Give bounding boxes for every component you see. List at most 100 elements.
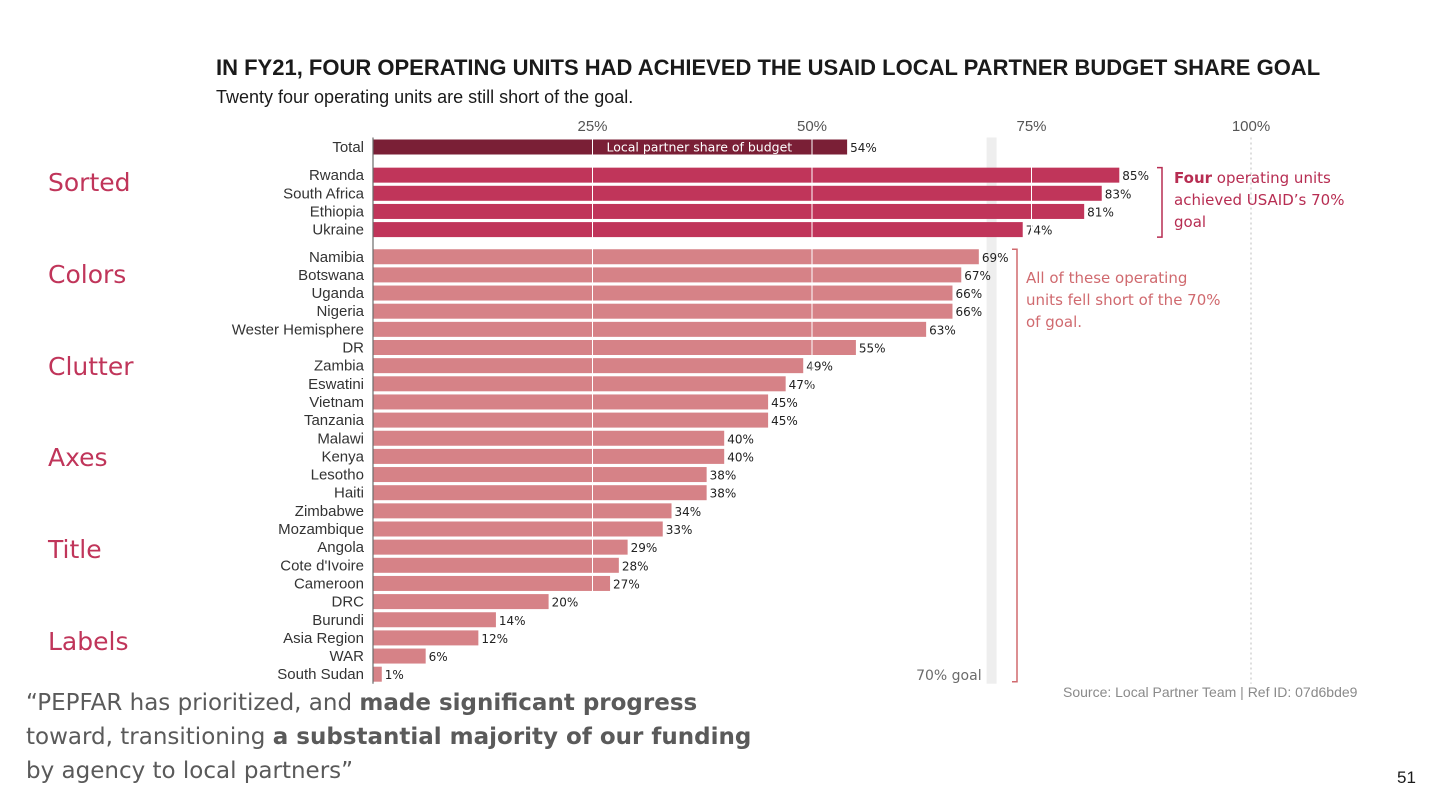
bar-short [373, 303, 953, 319]
category-label: WAR [330, 648, 365, 665]
category-label: Nigeria [316, 303, 364, 320]
chart-subtitle: Twenty four operating units are still sh… [216, 87, 634, 107]
value-label: 40% [727, 450, 754, 464]
chart-title: IN FY21, FOUR OPERATING UNITS HAD ACHIEV… [216, 55, 1321, 80]
category-label: Malawi [317, 430, 364, 447]
value-label: 49% [806, 360, 833, 374]
goal-band [986, 137, 997, 684]
category-label: Eswatini [308, 376, 364, 393]
value-label: 69% [982, 251, 1009, 265]
bar-short [373, 539, 628, 555]
value-label: 12% [481, 632, 508, 646]
bar-short [373, 521, 663, 537]
category-label: Namibia [309, 249, 365, 266]
side-label-axes: Axes [48, 443, 108, 472]
category-label: Asia Region [283, 630, 364, 647]
bar-achieved [373, 185, 1102, 201]
category-label: Ukraine [312, 222, 364, 239]
bar-short [373, 448, 725, 464]
value-label: 74% [1026, 224, 1053, 238]
bar-short [373, 249, 979, 265]
value-label: 45% [771, 414, 798, 428]
value-label: 66% [955, 305, 982, 319]
bar-short [373, 376, 786, 392]
value-label: 85% [1122, 169, 1149, 183]
side-label-colors: Colors [48, 260, 127, 289]
achieved-annotation: Four operating units achieved USAID’s 70… [1174, 167, 1374, 233]
category-label: Vietnam [309, 394, 364, 411]
category-label: Kenya [321, 448, 364, 465]
short-bracket [1012, 248, 1018, 683]
category-label: Zambia [314, 358, 365, 375]
short-annotation: All of these operating units fell short … [1026, 269, 1221, 331]
bar-achieved [373, 167, 1120, 183]
category-label: Cameroon [294, 575, 364, 592]
quote-bold-2: a substantial majority of our funding [272, 724, 752, 750]
value-label: 33% [666, 523, 693, 537]
value-label: 1% [385, 668, 404, 682]
bar-short [373, 430, 725, 446]
value-label: 40% [727, 432, 754, 446]
bar-short [373, 412, 769, 428]
value-label: 67% [964, 269, 991, 283]
achieved-annotation-bold: Four [1174, 169, 1213, 187]
x-tick-label: 75% [1016, 118, 1046, 135]
value-label: 81% [1087, 205, 1114, 219]
bar-short [373, 666, 382, 682]
value-label: 63% [929, 323, 956, 337]
bar-short [373, 630, 479, 646]
category-label: Mozambique [278, 521, 364, 538]
source-note: Source: Local Partner Team | Ref ID: 07d… [1063, 684, 1358, 700]
bar-short [373, 267, 962, 283]
value-label: 38% [710, 487, 737, 501]
value-label: 38% [710, 469, 737, 483]
x-tick-label: 100% [1232, 118, 1270, 135]
value-label: 6% [429, 650, 448, 664]
bar-short [373, 358, 804, 374]
category-label: Rwanda [309, 167, 365, 184]
quote-part-2: toward, transitioning [26, 724, 273, 750]
value-label: 34% [675, 505, 702, 519]
bar-short [373, 648, 426, 664]
category-label: Lesotho [311, 467, 364, 484]
bar-short [373, 340, 856, 355]
bar-short [373, 575, 611, 591]
value-label: 45% [771, 396, 798, 410]
bar-short [373, 485, 707, 501]
value-label: 28% [622, 559, 649, 573]
category-label: DR [342, 340, 364, 357]
category-label: Haiti [334, 485, 364, 502]
goal-label: 70% goal [916, 668, 982, 684]
quote-part-3: by agency to local partners” [26, 758, 354, 784]
bar-short [373, 467, 707, 483]
value-label: 29% [631, 541, 658, 555]
x-tick-label: 25% [577, 118, 607, 135]
quote-bold-1: made significant progress [359, 690, 698, 716]
category-label: Uganda [311, 285, 364, 302]
value-label: 66% [955, 287, 982, 301]
quote-part-1: “PEPFAR has prioritized, and [26, 690, 360, 716]
value-label: 54% [850, 141, 877, 155]
bar-short [373, 394, 769, 410]
side-label-title: Title [48, 535, 102, 564]
x-tick-label: 50% [797, 118, 827, 135]
category-label: Wester Hemisphere [232, 321, 364, 338]
category-label: South Africa [283, 185, 365, 202]
category-label: Ethiopia [310, 203, 365, 220]
bar-short [373, 594, 549, 610]
bar-short [373, 612, 496, 628]
bar-short [373, 285, 953, 301]
value-label: 27% [613, 577, 640, 591]
bar-short [373, 321, 927, 337]
category-label: Burundi [312, 612, 364, 629]
value-label: 47% [789, 378, 816, 392]
value-label: 20% [552, 596, 579, 610]
series-label: Local partner share of budget [607, 140, 793, 155]
page-number: 51 [1397, 768, 1416, 787]
category-label: South Sudan [277, 666, 364, 683]
bar-total [373, 139, 848, 155]
category-label: Angola [317, 539, 364, 556]
achieved-bracket [1157, 166, 1163, 238]
category-label: DRC [332, 594, 365, 611]
